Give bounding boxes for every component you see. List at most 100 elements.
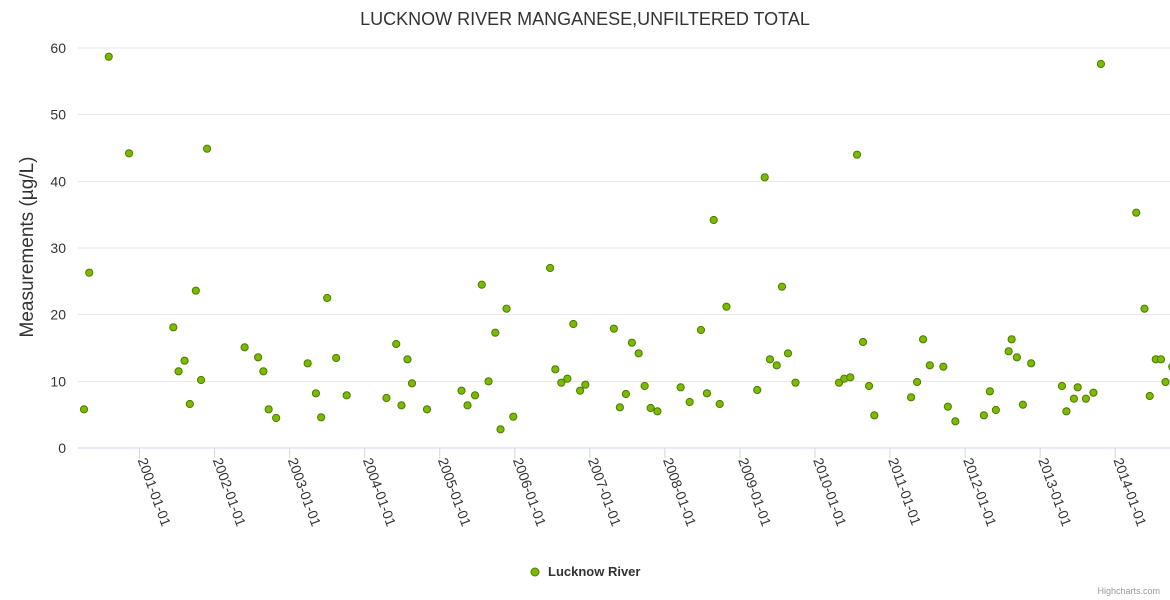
data-point[interactable] [557,378,566,387]
data-point[interactable] [1007,335,1016,344]
data-point[interactable] [407,379,417,388]
data-point[interactable] [870,411,879,420]
data-point[interactable] [196,375,206,385]
data-point[interactable] [1145,391,1154,401]
data-point[interactable] [264,405,273,414]
data-point[interactable] [1018,400,1027,409]
data-point[interactable] [852,150,862,159]
data-point[interactable] [621,389,630,399]
data-point[interactable] [470,391,480,400]
data-point[interactable] [753,385,762,395]
data-point[interactable] [254,353,263,362]
data-point[interactable] [85,268,94,277]
credits-link[interactable]: Highcharts.com [1097,586,1160,596]
data-point[interactable] [846,373,855,382]
data-point[interactable] [491,328,500,337]
data-point[interactable] [403,355,412,364]
data-point[interactable] [715,399,724,409]
data-point[interactable] [272,413,281,423]
data-point[interactable] [303,359,312,368]
legend-item-lucknow-river[interactable]: Lucknow River [548,564,640,579]
data-point[interactable] [1057,381,1067,391]
data-point[interactable] [1027,359,1036,368]
data-point[interactable] [634,349,643,358]
data-point[interactable] [191,286,200,295]
data-point[interactable] [640,381,649,391]
data-point[interactable] [382,393,391,403]
data-point[interactable] [496,425,505,434]
data-point[interactable] [1012,353,1021,362]
data-point[interactable] [509,412,518,421]
data-point[interactable] [709,215,718,225]
data-point[interactable] [939,362,948,371]
data-point[interactable] [772,361,781,370]
data-point[interactable] [1062,407,1071,416]
data-point[interactable] [240,343,249,352]
data-point[interactable] [760,173,769,182]
data-point[interactable] [422,405,432,414]
data-point[interactable] [502,304,511,313]
data-point[interactable] [783,349,793,358]
data-point[interactable] [457,386,466,395]
data-point[interactable] [575,386,585,395]
data-point[interactable] [777,282,787,291]
data-point[interactable] [392,339,401,349]
data-point[interactable] [722,302,731,311]
data-point[interactable] [609,324,618,333]
data-point[interactable] [951,417,960,426]
data-point[interactable] [569,319,578,329]
data-point[interactable] [676,383,685,392]
data-point[interactable] [943,402,952,411]
data-point[interactable] [1161,377,1170,387]
data-point[interactable] [1004,347,1013,356]
data-point[interactable] [477,280,486,289]
data-point[interactable] [317,413,326,422]
data-point[interactable] [1081,394,1091,403]
data-point[interactable] [864,381,874,391]
data-point[interactable] [323,293,332,303]
data-point[interactable] [646,403,655,413]
data-point[interactable] [1156,355,1166,364]
data-point[interactable] [925,361,934,370]
data-point[interactable] [791,378,800,387]
data-point[interactable] [918,335,928,344]
data-point[interactable] [342,391,351,400]
data-point[interactable] [765,355,775,364]
data-point[interactable] [1073,383,1082,392]
data-point[interactable] [484,377,493,386]
data-point[interactable] [685,397,694,407]
data-point[interactable] [259,367,268,376]
data-point[interactable] [979,411,988,420]
data-point[interactable] [124,149,134,158]
data-point[interactable] [906,393,916,402]
data-point[interactable] [551,365,560,374]
data-point[interactable] [174,367,183,376]
data-point[interactable] [696,325,706,335]
data-point[interactable] [180,356,189,365]
series-lucknow-river[interactable] [79,52,1170,434]
data-point[interactable] [169,323,178,332]
data-point[interactable] [1140,304,1149,313]
data-point[interactable] [1096,59,1106,69]
data-point[interactable] [991,405,1000,415]
data-point[interactable] [702,389,712,398]
data-point[interactable] [1089,388,1098,397]
data-point[interactable] [463,401,472,410]
data-point[interactable] [545,263,555,273]
data-point[interactable] [202,144,212,153]
data-point[interactable] [104,52,113,61]
legend[interactable]: Lucknow River [530,564,640,579]
data-point[interactable] [1069,394,1079,403]
data-point[interactable] [311,389,321,398]
data-point[interactable] [79,405,89,414]
data-point[interactable] [185,399,194,409]
data-point[interactable] [563,374,572,383]
data-point[interactable] [627,338,636,347]
data-point[interactable] [581,380,590,389]
data-point[interactable] [912,377,922,387]
data-point[interactable] [615,403,624,412]
data-point[interactable] [1132,208,1141,217]
data-point[interactable] [653,407,662,416]
data-point[interactable] [985,387,994,396]
data-point[interactable] [397,401,406,410]
